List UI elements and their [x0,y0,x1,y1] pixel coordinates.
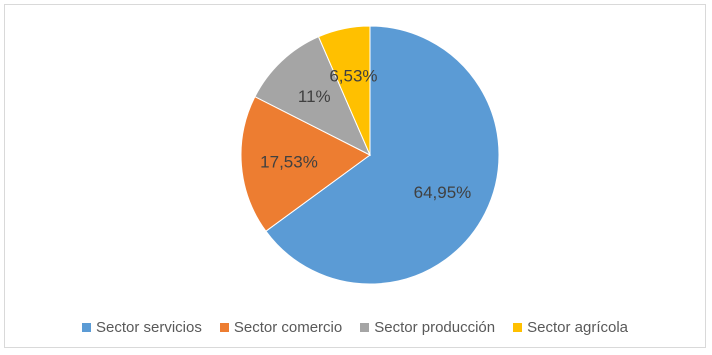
legend-swatch-servicios [81,323,91,332]
pie-slice-comercio [240,95,371,232]
chart-frame: 64,95% 17,53% 11% 6,53% Sector servicios Se… [4,4,706,348]
legend-item-servicios: Sector servicios [81,319,202,336]
data-label-agricola: 6,53% [329,66,377,85]
legend-label-comercio: Sector comercio [233,319,343,336]
pie-slice-servicios [265,25,500,285]
legend-swatch-produccion [360,323,370,332]
legend-label-produccion: Sector producción [374,319,496,336]
data-label-produccion: 11% [298,87,331,106]
legend-swatch-agricola [513,323,523,332]
legend-label-agricola: Sector agrícola [527,319,629,336]
chart-legend: Sector servicios Sector comercio Sector … [5,319,705,336]
legend-item-produccion: Sector producción [360,319,495,336]
legend-item-comercio: Sector comercio [219,319,343,336]
pie-chart: 64,95% 17,53% 11% 6,53% [240,25,500,285]
data-label-servicios: 64,95% [414,183,472,202]
pie-slice-produccion [254,36,372,157]
legend-swatch-comercio [219,323,229,332]
legend-label-servicios: Sector servicios [95,319,202,336]
pie-slice-agricola [317,25,371,156]
data-label-comercio: 17,53% [260,153,318,172]
legend-item-agricola: Sector agrícola [513,319,628,336]
